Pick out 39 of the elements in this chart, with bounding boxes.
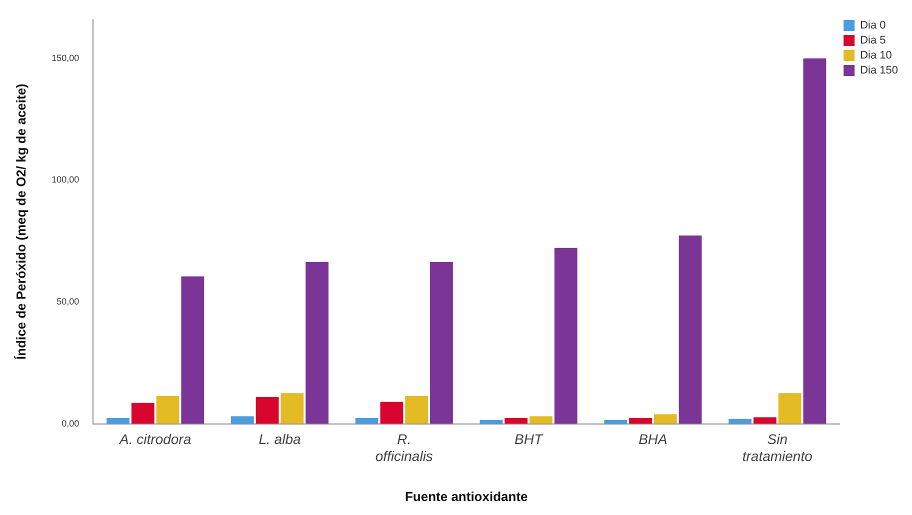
x-tick-label: BHT	[514, 431, 544, 448]
legend-label: Dia 150	[860, 64, 898, 77]
bar	[753, 417, 776, 424]
bar	[654, 414, 677, 424]
bar	[678, 235, 702, 424]
bar	[355, 418, 378, 424]
x-tick-label: A. citrodora	[118, 431, 192, 448]
bar	[131, 402, 154, 424]
x-tick-label: R. officinalis	[375, 431, 433, 464]
legend-label: Dia 5	[860, 34, 886, 47]
x-tick-label: BHA	[638, 431, 668, 448]
y-tick-label: 100,00	[52, 174, 80, 185]
legend-label: Dia 0	[860, 20, 886, 32]
bar	[728, 418, 752, 424]
bar	[803, 58, 826, 424]
legend-label: Dia 10	[860, 50, 892, 62]
y-tick-label: 0,00	[62, 418, 80, 428]
bar	[181, 276, 204, 424]
bar	[280, 393, 304, 424]
bar	[256, 397, 279, 424]
bar	[380, 402, 404, 424]
bar	[156, 396, 180, 424]
y-axis-title: Índice de Peróxido (meq de O2/ kg de aceite)	[13, 84, 28, 360]
bar	[430, 262, 453, 424]
bar	[504, 418, 528, 424]
bar	[106, 418, 130, 424]
bar	[554, 248, 578, 424]
bar	[230, 416, 254, 424]
y-tick-label: 150,00	[52, 52, 80, 63]
bar	[778, 393, 802, 424]
x-tick-label: L. alba	[258, 431, 301, 448]
x-tick-label: Sin tratamiento	[742, 431, 813, 464]
bar	[604, 420, 628, 424]
y-tick-label: 50,00	[56, 296, 80, 306]
bar	[306, 262, 329, 424]
bar	[629, 418, 652, 424]
x-axis-title: Fuente antioxidante	[404, 488, 528, 504]
bar	[405, 396, 428, 424]
bar	[530, 416, 552, 424]
